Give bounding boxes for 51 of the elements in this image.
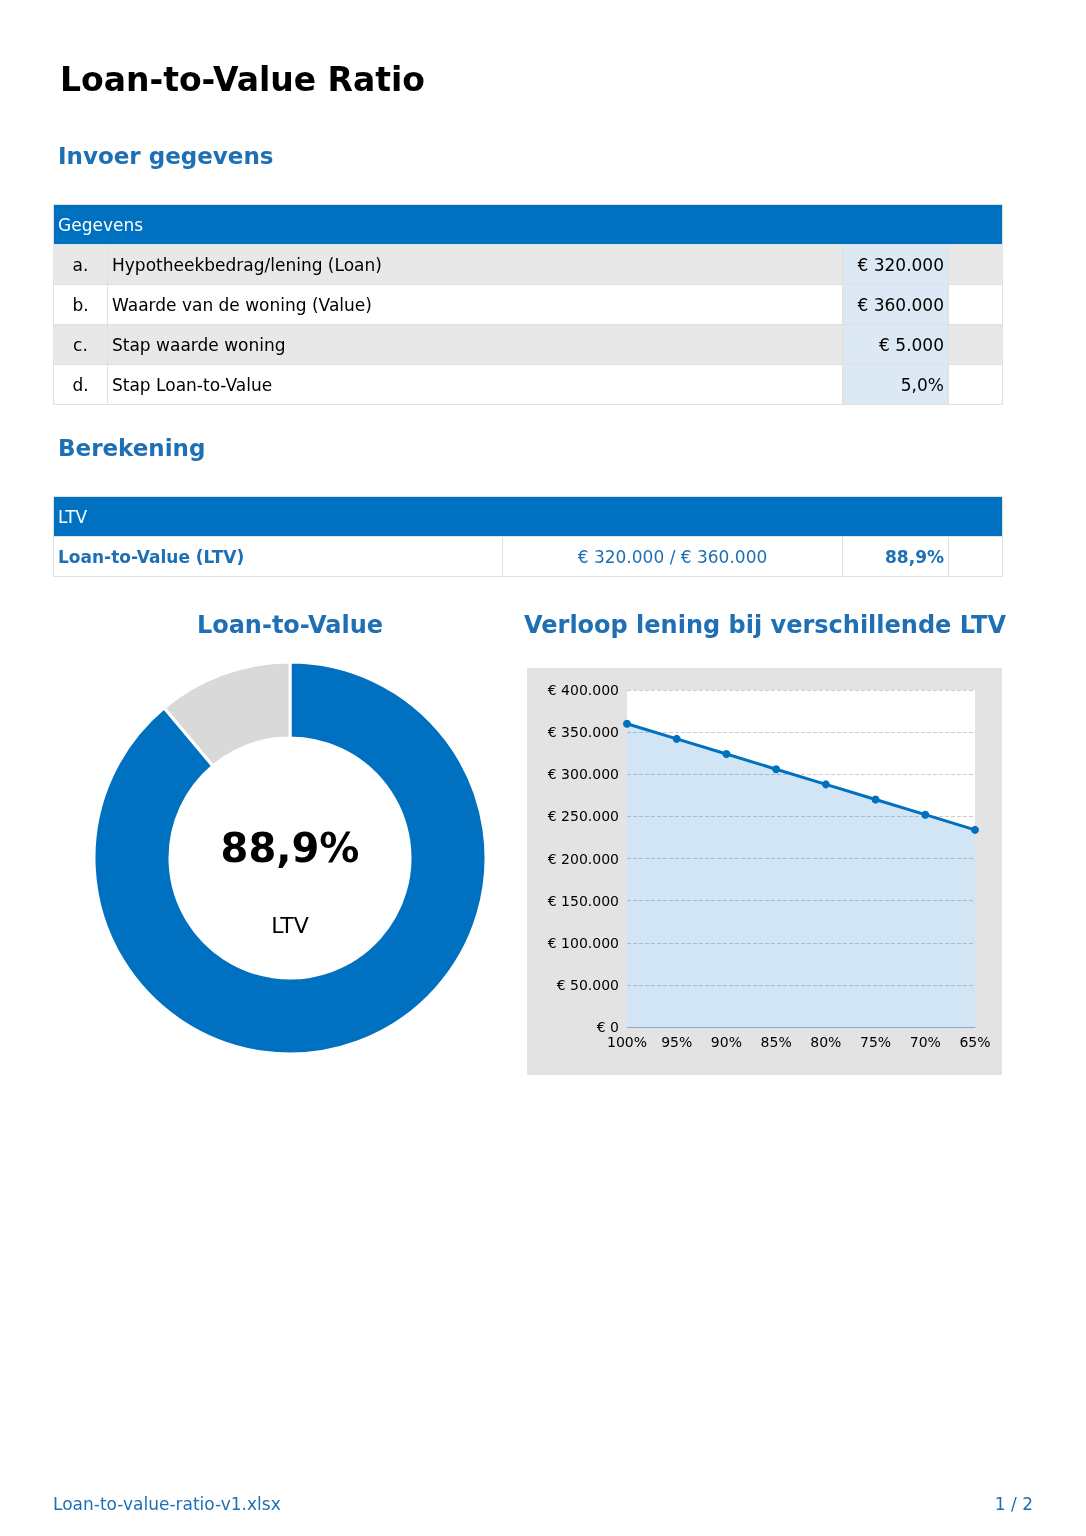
x-tick-label: 75% bbox=[860, 1034, 892, 1050]
text: 88,9% bbox=[220, 825, 360, 871]
text: Gegevens bbox=[53, 204, 1003, 245]
text: Hypotheekbedrag/lening (Loan) bbox=[107, 244, 843, 285]
y-tick-label: € 200.000 bbox=[547, 850, 619, 867]
text: 5,0% bbox=[842, 364, 949, 405]
x-tick-label: 85% bbox=[760, 1034, 792, 1050]
x-tick-label: 90% bbox=[710, 1034, 742, 1050]
x-tick-label: 95% bbox=[661, 1034, 693, 1050]
point bbox=[672, 734, 681, 743]
text: 1 / 2 bbox=[994, 1494, 1033, 1514]
y-tick-label: € 250.000 bbox=[547, 808, 619, 825]
text: Stap Loan-to-Value bbox=[107, 364, 843, 405]
text: Loan-to-Value Ratio bbox=[60, 60, 426, 99]
chart-title: Loan-to-Value bbox=[196, 611, 384, 639]
text: € 5.000 bbox=[842, 324, 949, 365]
x-tick-label: 70% bbox=[909, 1034, 941, 1050]
point bbox=[623, 719, 631, 728]
point bbox=[722, 750, 731, 759]
point bbox=[772, 765, 781, 774]
text: Loan-to-value-ratio-v1.xlsx bbox=[53, 1494, 281, 1514]
text: Invoer gegevens bbox=[58, 143, 274, 169]
point bbox=[821, 780, 830, 789]
text: c. bbox=[53, 324, 108, 365]
text: LTV bbox=[53, 496, 1003, 537]
text: d. bbox=[53, 364, 108, 405]
x-tick-label: 80% bbox=[810, 1034, 842, 1050]
text: 88,9% bbox=[842, 536, 949, 577]
text: € 320.000 / € 360.000 bbox=[502, 536, 843, 577]
point bbox=[921, 810, 930, 819]
y-tick-label: € 350.000 bbox=[547, 724, 619, 741]
point bbox=[871, 795, 880, 804]
text: Loan-to-Value (LTV) bbox=[53, 536, 503, 577]
y-tick-label: € 300.000 bbox=[547, 766, 619, 783]
y-tick-label: € 400.000 bbox=[547, 682, 619, 698]
text: Berekening bbox=[58, 435, 206, 461]
chart-title: Verloop lening bij verschillende LTV bbox=[523, 611, 1007, 639]
y-tick-label: € 50.000 bbox=[556, 976, 619, 993]
text: b. bbox=[53, 284, 108, 325]
point bbox=[971, 825, 979, 834]
x-tick-label: 65% bbox=[959, 1034, 991, 1050]
y-tick-label: € 100.000 bbox=[547, 934, 619, 951]
x-tick-label: 100% bbox=[606, 1034, 648, 1050]
text: € 360.000 bbox=[842, 284, 949, 325]
y-tick-label: € 0 bbox=[596, 1019, 619, 1035]
y-tick-label: € 150.000 bbox=[547, 892, 619, 909]
text: € 320.000 bbox=[842, 244, 949, 285]
text: Waarde van de woning (Value) bbox=[107, 284, 843, 325]
text: a. bbox=[53, 244, 108, 285]
text: Stap waarde woning bbox=[107, 324, 843, 365]
text: LTV bbox=[271, 912, 309, 938]
